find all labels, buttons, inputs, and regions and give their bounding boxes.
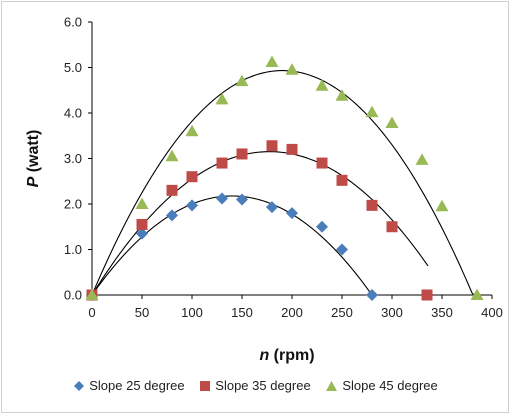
square-point — [136, 218, 148, 230]
square-marker-icon — [200, 380, 211, 391]
diamond-point — [136, 227, 148, 240]
y-tick-label: 3.0 — [64, 151, 82, 166]
trend-line-3 — [91, 70, 476, 296]
diamond-point — [336, 243, 348, 256]
y-tick-label: 6.0 — [64, 15, 82, 30]
triangle-point — [235, 74, 249, 87]
legend-item-slope-35: Slope 35 degree — [200, 378, 311, 393]
x-tick-label: 100 — [181, 305, 203, 320]
x-tick-label: 300 — [381, 305, 403, 320]
x-tick-label: 50 — [135, 305, 149, 320]
diamond-point — [366, 289, 378, 301]
y-tick-label: 5.0 — [64, 60, 82, 75]
diamond-point — [316, 220, 328, 233]
square-point — [266, 140, 278, 152]
triangle-marker-icon — [326, 380, 338, 391]
x-axis-title: n (rpm) — [259, 347, 314, 364]
triangle-point — [385, 116, 399, 129]
diamond-point — [216, 192, 228, 205]
square-point — [286, 143, 298, 155]
square-point — [386, 221, 398, 233]
square-point — [186, 171, 198, 183]
diamond-point — [266, 201, 278, 214]
square-point — [336, 174, 348, 186]
square-point — [421, 289, 433, 301]
y-tick-label: 0.0 — [64, 288, 82, 303]
triangle-point — [435, 199, 449, 212]
y-axis-title: P (watt) — [25, 130, 42, 188]
trend-lines — [91, 70, 476, 296]
triangle-point — [335, 89, 349, 101]
y-tick-label: 1.0 — [64, 242, 82, 257]
triangle-point — [365, 105, 379, 118]
legend-label: Slope 45 degree — [342, 378, 438, 393]
legend-label: Slope 35 degree — [215, 378, 311, 393]
x-tick-label: 250 — [331, 305, 353, 320]
square-point — [166, 184, 178, 196]
data-points — [85, 55, 484, 301]
legend-label: Slope 25 degree — [89, 378, 185, 393]
triangle-point — [470, 288, 484, 300]
tick-labels: 0 50 100 150 200 250 300 350 400 0.0 1.0 2.0 3.0 4.0 5… — [64, 15, 503, 321]
triangle-point — [165, 149, 179, 162]
triangle-point — [85, 288, 99, 300]
x-tick-label: 400 — [481, 305, 503, 320]
diamond-point — [186, 199, 198, 212]
triangle-point — [265, 55, 279, 68]
y-tick-label: 2.0 — [64, 197, 82, 212]
legend-item-slope-25: Slope 25 degree — [74, 378, 185, 393]
legend-item-slope-45: Slope 45 degree — [326, 378, 438, 393]
triangle-point — [285, 63, 299, 75]
square-point — [366, 199, 378, 211]
legend: Slope 25 degree Slope 35 degree Slope 45… — [0, 378, 512, 394]
x-tick-label: 200 — [281, 305, 303, 320]
triangle-point — [215, 92, 229, 105]
y-tick-label: 4.0 — [64, 106, 82, 121]
x-tick-label: 350 — [431, 305, 453, 320]
x-tick-label: 150 — [231, 305, 253, 320]
square-point — [316, 157, 328, 169]
trend-line-2 — [91, 151, 429, 296]
diamond-marker-icon — [74, 380, 85, 391]
diamond-point — [166, 209, 178, 222]
triangle-point — [185, 124, 199, 137]
square-point — [236, 148, 248, 160]
axes — [88, 21, 493, 299]
diamond-point — [286, 207, 298, 220]
diamond-point — [236, 193, 248, 206]
triangle-point — [315, 79, 329, 91]
triangle-point — [135, 197, 149, 209]
x-tick-label: 0 — [88, 305, 95, 320]
trend-line-1 — [91, 195, 373, 296]
square-point — [216, 157, 228, 169]
triangle-point — [415, 153, 429, 165]
